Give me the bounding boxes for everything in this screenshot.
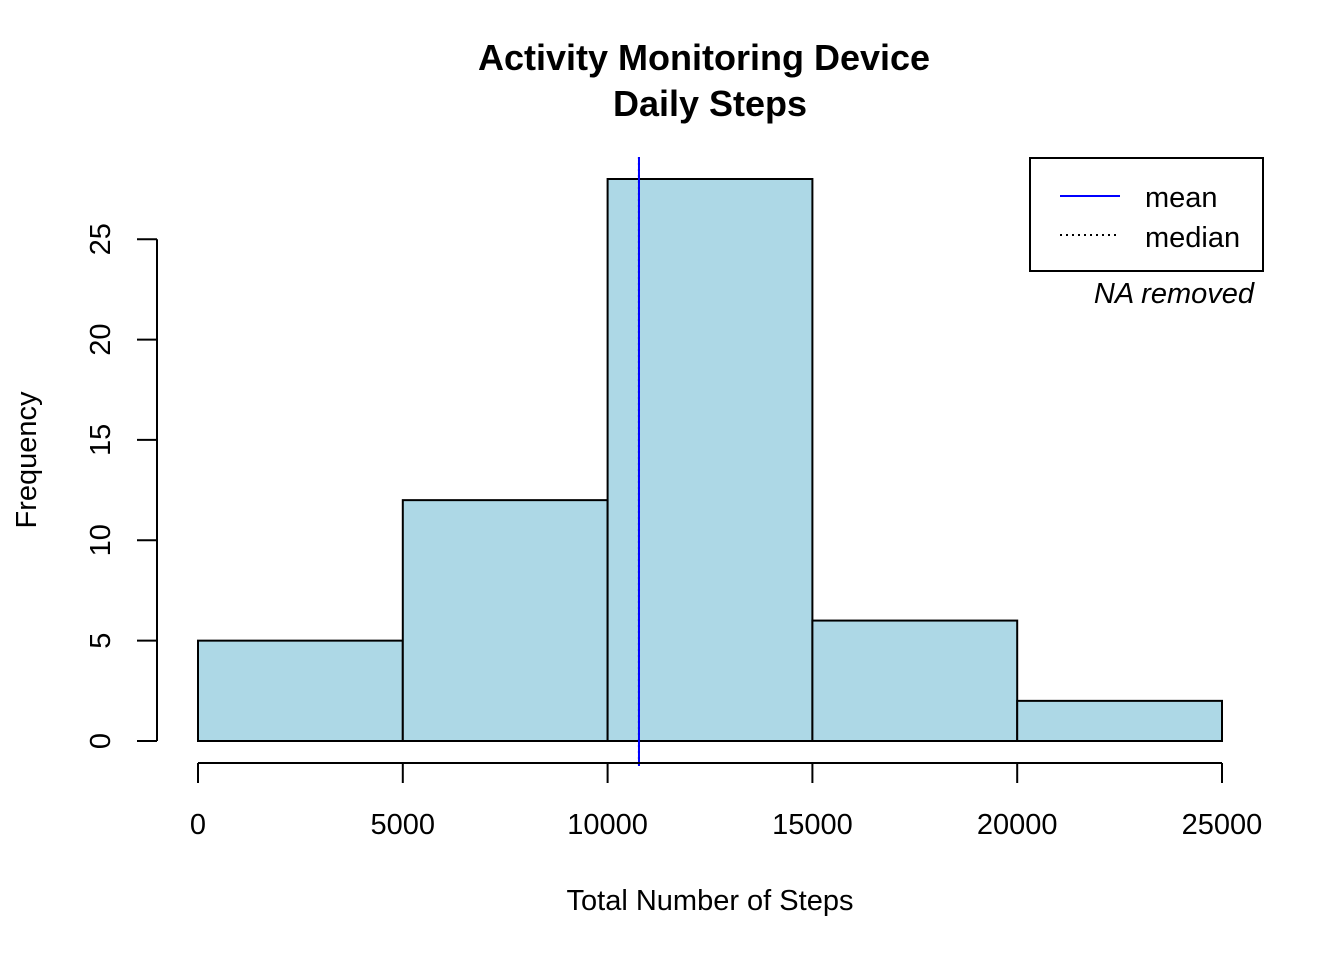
- y-tick-label-5: 25: [85, 223, 117, 255]
- histogram-bar-2: [606, 178, 814, 742]
- x-axis: 0 5000 10000 15000 20000 25000: [190, 762, 1263, 841]
- histogram-bar-4: [1016, 699, 1224, 742]
- y-tick-label-0: 0: [85, 733, 117, 749]
- x-tick-label-5: 25000: [1182, 809, 1263, 841]
- legend-box: [1029, 157, 1264, 272]
- x-tick-label-1: 5000: [371, 809, 436, 841]
- legend-median-label: median: [1145, 222, 1240, 254]
- chart-subtitle: Daily Steps: [613, 83, 807, 124]
- x-tick-label-4: 20000: [977, 809, 1058, 841]
- x-tick-label-2: 10000: [567, 809, 648, 841]
- legend-mean-label: mean: [1145, 182, 1218, 214]
- bars-group: [197, 178, 1224, 743]
- y-tick-label-1: 5: [85, 633, 117, 649]
- legend: mean median: [1029, 157, 1264, 272]
- x-axis-label: Total Number of Steps: [567, 885, 854, 917]
- y-axis: 0 5 10 15 20 25: [85, 223, 158, 749]
- y-tick-label-2: 10: [85, 524, 117, 556]
- x-tick-label-0: 0: [190, 809, 206, 841]
- chart-title: Activity Monitoring Device: [478, 37, 930, 78]
- annotation-na-removed: NA removed: [1094, 278, 1255, 310]
- histogram-bar-3: [811, 619, 1019, 742]
- y-tick-label-3: 15: [85, 424, 117, 456]
- y-tick-label-4: 20: [85, 323, 117, 355]
- histogram-bar-1: [401, 499, 609, 742]
- x-tick-label-3: 15000: [772, 809, 853, 841]
- histogram-bar-0: [197, 639, 404, 743]
- y-axis-label: Frequency: [11, 391, 43, 529]
